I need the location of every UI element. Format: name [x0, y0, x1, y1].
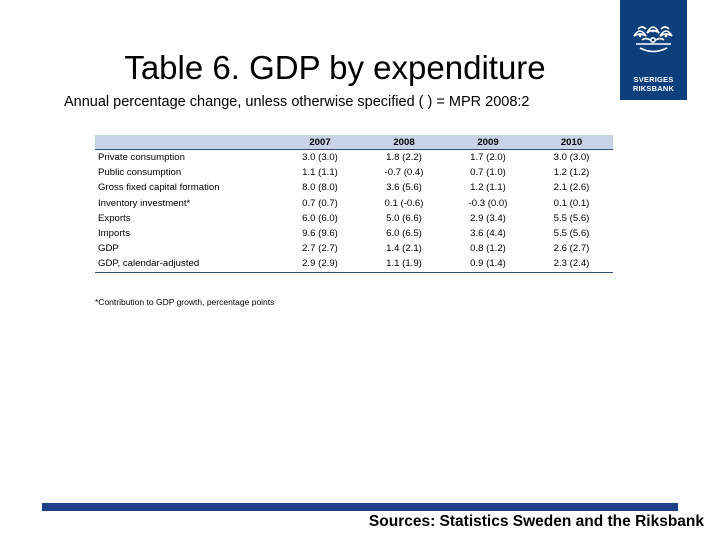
table-cell: 0.1 (-0.6) [384, 197, 424, 209]
column-header [95, 135, 278, 150]
gdp-table: 2007 2008 2009 2010 Private consumption … [95, 135, 613, 273]
table-cell: 0.8 (1.2) [470, 243, 506, 255]
table-cell: 1.1 (1.9) [362, 256, 446, 273]
table-cell: 6.0 (6.0) [302, 212, 338, 224]
table-cell: 0.7 (1.0) [470, 167, 506, 179]
table-row: Imports 9.6 (9.6) 6.0 (6.5) 3.6 (4.4) 5.… [95, 226, 613, 241]
table-header-row: 2007 2008 2009 2010 [95, 135, 613, 150]
table-cell: -0.3 (0.0) [468, 197, 508, 209]
row-label: Imports [98, 228, 130, 240]
column-header: 2009 [446, 135, 530, 150]
sources-text: Sources: Statistics Sweden and the Riksb… [368, 513, 704, 530]
row-label: Inventory investment* [98, 197, 191, 209]
table-cell: 1.7 (2.0) [470, 152, 506, 164]
table-cell: 2.9 (3.4) [470, 212, 506, 224]
table-row: Exports 6.0 (6.0) 5.0 (6.6) 2.9 (3.4) 5.… [95, 211, 613, 226]
row-label: GDP, calendar-adjusted [95, 256, 278, 273]
table-row: GDP, calendar-adjusted 2.9 (2.9) 1.1 (1.… [95, 256, 613, 273]
column-header: 2010 [530, 135, 613, 150]
table-row: Inventory investment* 0.7 (0.7) 0.1 (-0.… [95, 196, 613, 211]
table-cell: 3.6 (4.4) [470, 228, 506, 240]
table-footnote: *Contribution to GDP growth, percentage … [95, 297, 275, 307]
table-cell: 8.0 (8.0) [302, 182, 338, 194]
table-cell: 9.6 (9.6) [302, 228, 338, 240]
table-cell: 1.4 (2.1) [386, 243, 422, 255]
row-label: GDP [98, 243, 119, 255]
row-label: Private consumption [98, 152, 185, 164]
footer-bar [42, 503, 678, 511]
table-cell: 3.0 (3.0) [553, 152, 590, 164]
table-cell: 2.1 (2.6) [553, 182, 590, 194]
table-row: Public consumption 1.1 (1.1) -0.7 (0.4) … [95, 165, 613, 180]
table-cell: 1.2 (1.2) [553, 167, 590, 179]
column-header: 2007 [278, 135, 362, 150]
riksbank-logo: SVERIGES RIKSBANK [620, 0, 687, 100]
column-header: 2008 [362, 135, 446, 150]
table-row: GDP 2.7 (2.7) 1.4 (2.1) 0.8 (1.2) 2.6 (2… [95, 241, 613, 256]
table-cell: 1.2 (1.1) [470, 182, 506, 194]
slide-subtitle: Annual percentage change, unless otherwi… [64, 94, 530, 110]
table-cell: 2.9 (2.9) [278, 256, 362, 273]
logo-text-line1: SVERIGES [633, 75, 674, 84]
table-row: Private consumption 3.0 (3.0) 1.8 (2.2) … [95, 150, 613, 166]
row-label: Exports [98, 212, 131, 224]
table-cell: 0.7 (0.7) [302, 197, 338, 209]
table-cell: 5.5 (5.6) [553, 212, 590, 224]
riksbank-crown-emblem-icon [633, 26, 673, 53]
table-cell: 5.0 (6.6) [386, 212, 422, 224]
table-cell: -0.7 (0.4) [384, 167, 424, 179]
table-cell: 3.6 (5.6) [386, 182, 422, 194]
table-cell: 1.1 (1.1) [302, 167, 338, 179]
table-row: Gross fixed capital formation 8.0 (8.0) … [95, 180, 613, 195]
table-cell: 2.3 (2.4) [530, 256, 613, 273]
slide-title: Table 6. GDP by expenditure [124, 49, 546, 86]
table-cell: 0.1 (0.1) [553, 197, 590, 209]
table-cell: 2.7 (2.7) [302, 243, 338, 255]
table-cell: 2.6 (2.7) [553, 243, 590, 255]
logo-text-line2: RIKSBANK [632, 84, 675, 93]
row-label: Gross fixed capital formation [98, 182, 220, 194]
table-cell: 6.0 (6.5) [386, 228, 422, 240]
row-label: Public consumption [98, 167, 182, 179]
table-cell: 0.9 (1.4) [446, 256, 530, 273]
table-cell: 5.5 (5.6) [553, 228, 590, 240]
table-cell: 1.8 (2.2) [386, 152, 422, 164]
table-cell: 3.0 (3.0) [302, 152, 338, 164]
